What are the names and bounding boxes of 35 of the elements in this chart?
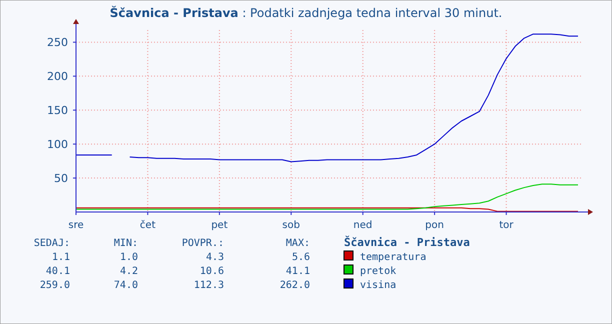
x-tick-label: pon	[425, 220, 444, 231]
y-tick-label: 200	[47, 70, 68, 84]
text: SEDAJ:	[34, 238, 70, 249]
x-tick-label: ned	[353, 220, 372, 231]
chart-subtitle: : Podatki zadnjega tedna interval 30 minut.	[238, 6, 502, 20]
chart-title: Ščavnica - Pristava	[110, 5, 238, 20]
y-tick-label: 100	[47, 138, 68, 152]
text: 1.0	[120, 252, 138, 263]
x-tick-label: čet	[140, 220, 156, 231]
x-tick-label: pet	[211, 220, 228, 231]
y-tick-label: 150	[47, 104, 68, 118]
legend-label: visina	[360, 280, 396, 291]
x-tick-label: tor	[499, 220, 514, 231]
x-tick-label: sre	[68, 220, 84, 231]
text: 74.0	[114, 280, 138, 291]
legend-label: pretok	[360, 266, 396, 277]
legend-title: Ščavnica - Pristava	[344, 235, 470, 249]
legend-label: temperatura	[360, 252, 426, 263]
text: MIN:	[114, 238, 138, 249]
text: 41.1	[286, 266, 310, 277]
text: 112.3	[194, 280, 224, 291]
text: 4.3	[206, 252, 224, 263]
text: 1.1	[52, 252, 70, 263]
text: POVPR.:	[182, 238, 224, 249]
y-tick-label: 250	[47, 36, 68, 50]
y-tick-label: 50	[54, 172, 68, 186]
text: 10.6	[200, 266, 224, 277]
text: 259.0	[40, 280, 70, 291]
text: 40.1	[46, 266, 70, 277]
text: 5.6	[292, 252, 310, 263]
text: MAX:	[286, 238, 310, 249]
x-tick-label: sob	[282, 220, 300, 231]
text: 262.0	[280, 280, 310, 291]
line-series	[76, 184, 578, 210]
text: 4.2	[120, 266, 138, 277]
